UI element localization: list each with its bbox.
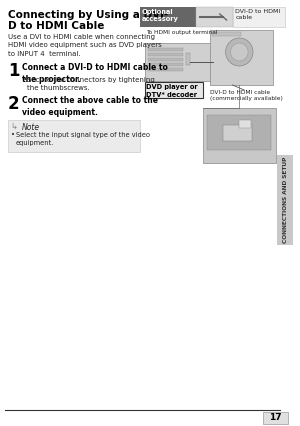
Text: Note: Note [22, 123, 40, 132]
Bar [148, 68, 183, 71]
Bar [145, 82, 203, 98]
Text: ↳: ↳ [11, 123, 18, 132]
Bar [239, 120, 251, 128]
Text: Secure the connectors by tightening
the thumbscrews.: Secure the connectors by tightening the … [27, 77, 155, 91]
Text: Connecting by Using a DVI-: Connecting by Using a DVI- [8, 10, 168, 20]
Text: DVI-D to HDMI
cable: DVI-D to HDMI cable [236, 9, 280, 20]
Bar [223, 125, 252, 141]
Text: DVI-D to HDMI cable
(commercially available): DVI-D to HDMI cable (commercially availa… [210, 90, 283, 101]
Bar [148, 48, 183, 51]
Text: •: • [22, 77, 27, 83]
Bar [145, 43, 225, 81]
Text: Select the input signal type of the video
equipment.: Select the input signal type of the vide… [16, 132, 150, 146]
Bar [278, 155, 293, 245]
Bar [148, 58, 183, 61]
Text: Use a DVI to HDMI cable when connecting
HDMI video equipment such as DVD players: Use a DVI to HDMI cable when connecting … [8, 34, 162, 57]
Text: Optional
accessory: Optional accessory [142, 9, 178, 23]
Text: Connect the above cable to the
video equipment.: Connect the above cable to the video equ… [22, 96, 158, 117]
Bar [148, 53, 183, 56]
Text: 17: 17 [269, 414, 282, 423]
Bar [186, 53, 190, 65]
Bar [233, 7, 285, 27]
Circle shape [226, 38, 253, 66]
Bar [203, 108, 276, 163]
Bar [207, 115, 271, 150]
Text: 1: 1 [8, 62, 19, 80]
Bar [196, 7, 233, 27]
Bar [8, 120, 140, 152]
Bar [212, 32, 241, 36]
Text: CONNECTIONS AND SETUP: CONNECTIONS AND SETUP [283, 157, 288, 243]
Text: DVD player or
DTV* decoder: DVD player or DTV* decoder [146, 84, 198, 98]
Bar [263, 412, 288, 424]
Text: To HDMI output terminal: To HDMI output terminal [146, 30, 218, 35]
Text: 2: 2 [8, 95, 20, 113]
Bar [148, 63, 183, 66]
Text: •: • [11, 132, 15, 138]
Bar [210, 30, 274, 85]
Text: Connect a DVI-D to HDMI cable to
the projector.: Connect a DVI-D to HDMI cable to the pro… [22, 63, 168, 84]
Bar [140, 7, 196, 27]
Text: D to HDMI Cable: D to HDMI Cable [8, 21, 104, 31]
Circle shape [230, 43, 248, 61]
